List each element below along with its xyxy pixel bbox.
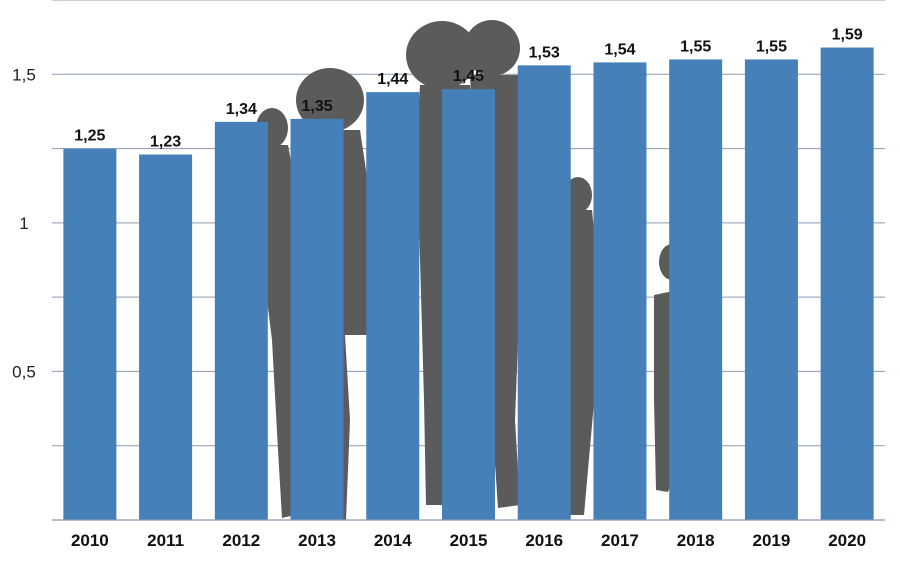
x-tick-label: 2019 <box>752 531 790 550</box>
woman-head-silhouette <box>406 21 478 89</box>
x-tick-label: 2016 <box>525 531 563 550</box>
boy-head-silhouette <box>564 177 592 213</box>
bar <box>744 59 798 521</box>
x-tick-label: 2017 <box>601 531 639 550</box>
x-tick-label: 2013 <box>298 531 336 550</box>
x-tick-label: 2010 <box>71 531 109 550</box>
x-tick-label: 2020 <box>828 531 866 550</box>
data-label: 1,55 <box>756 38 787 55</box>
bar <box>441 89 496 521</box>
x-tick-label: 2011 <box>147 531 184 550</box>
y-tick-label: 1,5 <box>12 65 36 84</box>
data-label: 1,54 <box>604 41 635 58</box>
x-tick-label: 2018 <box>677 531 715 550</box>
man-head-silhouette <box>464 20 520 76</box>
data-label: 1,34 <box>226 101 257 118</box>
bar <box>290 118 344 520</box>
data-label: 1,25 <box>74 128 105 145</box>
data-label: 1,45 <box>453 68 484 85</box>
data-label: 1,53 <box>529 44 560 61</box>
y-tick-label: 0,5 <box>12 362 36 381</box>
bar <box>517 65 571 520</box>
bar <box>214 121 268 520</box>
bar <box>63 148 117 521</box>
x-tick-label: 2012 <box>222 531 260 550</box>
bar <box>820 47 874 521</box>
bar <box>139 154 193 520</box>
data-label: 1,23 <box>150 134 181 151</box>
data-label: 1,44 <box>377 71 408 88</box>
x-axis-ticks: 2010 2011 2012 2013 2014 2015 2016 2017 2018 2019… <box>71 531 866 550</box>
x-tick-label: 2015 <box>450 531 488 550</box>
bar <box>669 59 723 521</box>
data-label: 1,35 <box>301 98 332 115</box>
y-tick-label: 1 <box>19 214 28 233</box>
x-tick-label: 2014 <box>374 531 412 550</box>
girl-head-silhouette <box>296 68 364 132</box>
bar <box>366 92 420 520</box>
bars-layer <box>63 47 874 521</box>
y-axis-ticks: 0,5 1 1,5 <box>12 65 36 381</box>
data-label: 1,59 <box>832 27 863 44</box>
data-label: 1,55 <box>680 38 711 55</box>
data-labels-layer: 1,25 1,23 1,34 1,35 1,44 1,45 1,53 1,54 1,55 1,55… <box>74 27 863 151</box>
child-body-silhouette <box>258 145 300 518</box>
bar <box>593 62 647 521</box>
